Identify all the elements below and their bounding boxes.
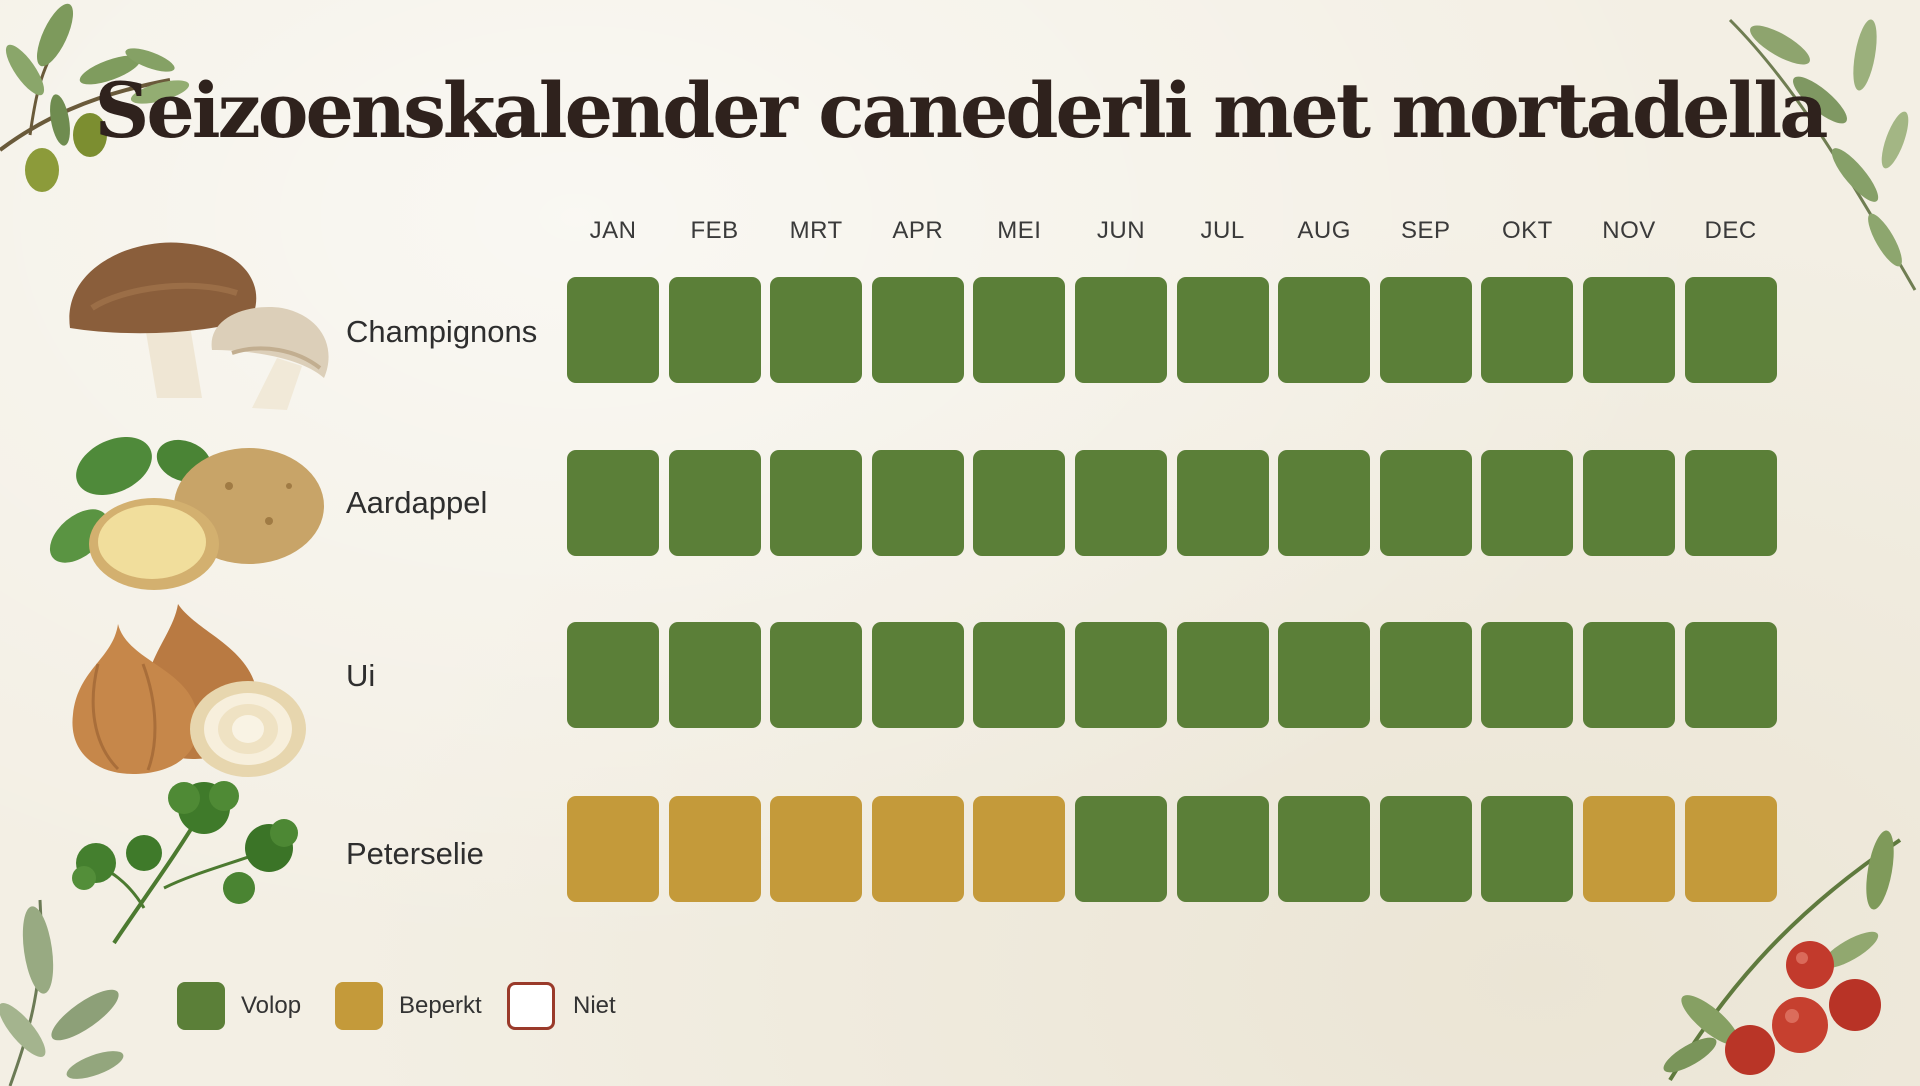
cell-peterselie-jan xyxy=(567,796,659,902)
cell-peterselie-mrt xyxy=(770,796,863,902)
cell-peterselie-jul xyxy=(1176,796,1269,902)
parsley-icon xyxy=(72,781,298,945)
month-label-nov: NOV xyxy=(1602,217,1656,244)
cell-champignons-aug xyxy=(1278,277,1371,383)
cell-peterselie-feb xyxy=(668,796,761,902)
legend-swatch-beperkt xyxy=(335,982,383,1030)
cell-ui-sep xyxy=(1379,622,1472,728)
cell-champignons-sep xyxy=(1379,277,1472,383)
cell-ui-jul xyxy=(1176,622,1269,728)
cell-aardappel-okt xyxy=(1481,450,1574,556)
olive-branch-icon xyxy=(0,3,190,192)
cell-peterselie-mei xyxy=(973,796,1066,902)
onion-icon xyxy=(72,604,306,777)
mushroom-icon xyxy=(69,242,329,410)
cell-ui-feb xyxy=(668,622,761,728)
cell-peterselie-sep xyxy=(1379,796,1472,902)
cell-champignons-jul xyxy=(1176,277,1269,383)
row-label-peterselie: Peterselie xyxy=(346,836,484,871)
cell-ui-jan xyxy=(567,622,659,728)
cell-champignons-jan xyxy=(567,277,659,383)
legend-label-beperkt: Beperkt xyxy=(399,992,482,1019)
cell-aardappel-mei xyxy=(973,450,1066,556)
month-label-apr: APR xyxy=(892,217,944,244)
cell-champignons-nov xyxy=(1583,277,1675,383)
cell-peterselie-jun xyxy=(1075,796,1167,902)
cell-champignons-feb xyxy=(668,277,761,383)
cell-aardappel-jun xyxy=(1075,450,1167,556)
month-label-mrt: MRT xyxy=(789,217,843,244)
cell-peterselie-dec xyxy=(1684,796,1777,902)
legend-swatch-volop xyxy=(177,982,225,1030)
cell-aardappel-jan xyxy=(567,450,659,556)
row-label-champignons: Champignons xyxy=(346,314,538,349)
cell-ui-dec xyxy=(1684,622,1777,728)
month-label-jul: JUL xyxy=(1200,217,1245,244)
month-label-aug: AUG xyxy=(1297,217,1351,244)
cell-aardappel-apr xyxy=(871,450,964,556)
cell-aardappel-nov xyxy=(1583,450,1675,556)
cell-ui-nov xyxy=(1583,622,1675,728)
cell-ui-aug xyxy=(1278,622,1371,728)
row-label-ui: Ui xyxy=(346,658,376,693)
cell-ui-mrt xyxy=(770,622,863,728)
page-title: Seizoenskalender canederli met mortadell… xyxy=(94,66,1829,155)
row-label-aardappel: Aardappel xyxy=(346,485,488,520)
cell-peterselie-apr xyxy=(871,796,964,902)
month-label-feb: FEB xyxy=(690,217,739,244)
legend-swatch-niet xyxy=(507,982,555,1030)
legend-label-volop: Volop xyxy=(241,992,302,1019)
cell-aardappel-dec xyxy=(1684,450,1777,556)
cell-peterselie-okt xyxy=(1481,796,1574,902)
month-label-dec: DEC xyxy=(1704,217,1757,244)
cell-ui-mei xyxy=(973,622,1066,728)
tomato-vine-icon xyxy=(1663,830,1902,1082)
cell-peterselie-nov xyxy=(1583,796,1675,902)
cell-champignons-dec xyxy=(1684,277,1777,383)
month-label-mei: MEI xyxy=(997,217,1042,244)
potato-icon xyxy=(49,436,324,590)
month-label-sep: SEP xyxy=(1401,217,1451,244)
cell-champignons-okt xyxy=(1481,277,1574,383)
cell-champignons-apr xyxy=(871,277,964,383)
cell-ui-apr xyxy=(871,622,964,728)
cell-ui-jun xyxy=(1075,622,1167,728)
month-label-jan: JAN xyxy=(589,217,637,244)
legend-label-niet: Niet xyxy=(573,992,616,1019)
cell-aardappel-sep xyxy=(1379,450,1472,556)
cell-champignons-mei xyxy=(973,277,1066,383)
cell-champignons-mrt xyxy=(770,277,863,383)
sage-leaf-icon xyxy=(0,899,124,1086)
month-label-jun: JUN xyxy=(1096,217,1146,244)
cell-aardappel-jul xyxy=(1176,450,1269,556)
cell-champignons-jun xyxy=(1075,277,1167,383)
cell-ui-okt xyxy=(1481,622,1574,728)
cell-aardappel-aug xyxy=(1278,450,1371,556)
herb-sprig-icon xyxy=(1728,18,1917,291)
cell-aardappel-feb xyxy=(668,450,761,556)
month-label-okt: OKT xyxy=(1501,217,1553,244)
cell-aardappel-mrt xyxy=(770,450,863,556)
cell-peterselie-aug xyxy=(1278,796,1371,902)
